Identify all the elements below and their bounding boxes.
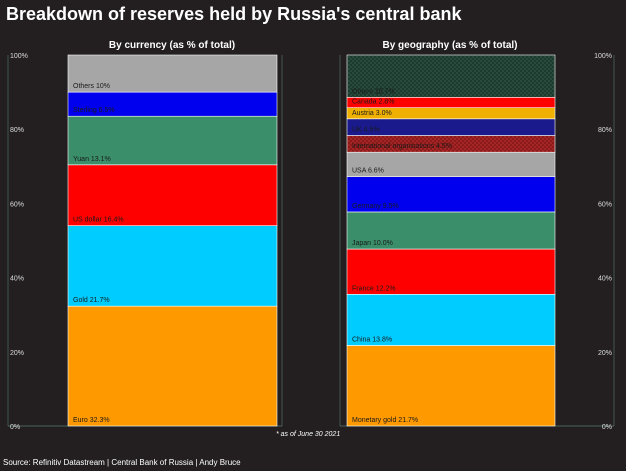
bar-segment xyxy=(346,248,556,295)
chart-panel-2: By geography (as % of total) 0% 20% 40% 60% 8… xyxy=(339,40,615,431)
y-tick-label: 80% xyxy=(598,127,612,134)
segment-label: Germany 9.5% xyxy=(352,203,399,210)
chart-title: Breakdown of reserves held by Russia's c… xyxy=(6,4,462,24)
y-tick-label: 100% xyxy=(10,53,28,60)
y-tick-label: 60% xyxy=(598,201,612,208)
segment-label: UK 4.5% xyxy=(352,127,380,134)
segment-label: Others 10.7% xyxy=(352,88,395,95)
bar-segment xyxy=(346,151,556,177)
source-note: Source: Refinitiv Datastream | Central B… xyxy=(3,458,241,467)
bar-segment xyxy=(67,225,278,307)
y-tick-label: 60% xyxy=(10,201,24,208)
segment-label: Japan 10.0% xyxy=(352,240,393,247)
segment-label: Gold 21.7% xyxy=(73,297,110,304)
segment-label: International organisations 4.5% xyxy=(352,143,452,150)
segment-label: Monetary gold 21.7% xyxy=(352,417,418,424)
segment-label: China 13.8% xyxy=(352,336,392,343)
bar-segment xyxy=(346,211,556,250)
y-tick-label: 40% xyxy=(10,276,24,283)
y-tick-label: 40% xyxy=(598,276,612,283)
y-tick-label: 0% xyxy=(10,424,20,431)
footnote: * as of June 30 2021 xyxy=(276,431,341,438)
bar-segment xyxy=(67,115,278,166)
bar-segment xyxy=(67,305,278,427)
segment-label: Others 10% xyxy=(73,83,110,90)
y-tick-label: 100% xyxy=(594,53,612,60)
segment-label: France 12.2% xyxy=(352,285,396,292)
segment-label: US dollar 16.4% xyxy=(73,217,124,224)
segment-label: Yuan 13.1% xyxy=(73,156,111,163)
panel-title: By geography (as % of total) xyxy=(382,40,517,51)
bar-segment xyxy=(346,176,556,213)
chart-panel-1: By currency (as % of total) 0% 20% 40% 60% 80… xyxy=(7,40,283,431)
y-tick-label: 20% xyxy=(10,350,24,357)
bar-segment xyxy=(67,54,278,93)
bar-segment xyxy=(346,54,556,98)
bar-segment xyxy=(67,164,278,226)
y-tick-label: 0% xyxy=(602,424,612,431)
segment-label: USA 6.6% xyxy=(352,168,384,175)
y-tick-label: 20% xyxy=(598,350,612,357)
segment-label: Canada 2.8% xyxy=(352,99,394,106)
y-tick-label: 80% xyxy=(10,127,24,134)
panel-title: By currency (as % of total) xyxy=(109,40,235,51)
bar-segment xyxy=(67,91,278,117)
segment-label: Austria 3.0% xyxy=(352,110,392,117)
segment-label: Euro 32.3% xyxy=(73,417,110,424)
bar-segment xyxy=(346,345,556,427)
segment-label: Sterling 6.5% xyxy=(73,107,115,114)
